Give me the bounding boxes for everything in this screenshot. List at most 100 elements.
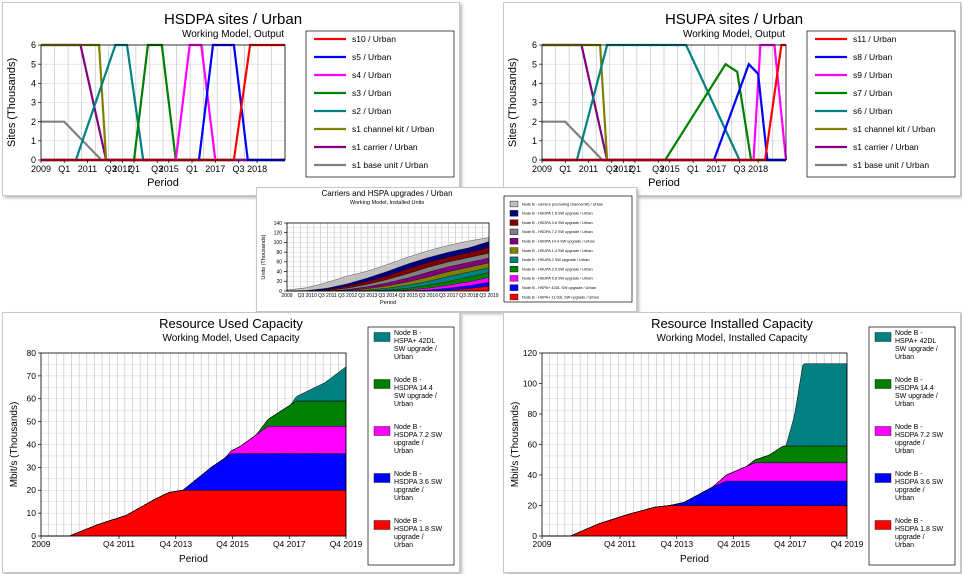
x-tick-label: Q3 2018 bbox=[459, 293, 478, 299]
y-tick-label: 60 bbox=[27, 394, 37, 404]
x-tick-label: 2012 bbox=[613, 164, 633, 174]
legend-label: Node B - HSPA+ 42DL SW upgrade / Urban bbox=[522, 286, 596, 290]
y-tick-label: 80 bbox=[276, 250, 282, 256]
y-axis-label: Sites (Thousands) bbox=[6, 58, 18, 147]
x-tick-label: 2009 bbox=[32, 539, 51, 549]
x-tick-label: 2015 bbox=[660, 164, 680, 174]
x-tick-label: Q4 2013 bbox=[660, 539, 693, 549]
x-axis-label: Period bbox=[179, 554, 208, 565]
chart-subtitle: Working Model, Used Capacity bbox=[162, 333, 299, 344]
legend-label-line: Node B - HSDPA 7.2 SW upgrade / Urban bbox=[522, 230, 593, 234]
y-axis-label: Mbit/s (Thousands) bbox=[9, 402, 20, 488]
legend-label: s10 / Urban bbox=[352, 34, 396, 44]
y-tick-label: 100 bbox=[523, 378, 537, 388]
y-tick-label: 1 bbox=[31, 136, 36, 146]
carriers-upgrades-panel: Carriers and HSPA upgrades / Urban Workin… bbox=[256, 187, 637, 312]
legend-label: s1 base unit / Urban bbox=[853, 160, 929, 170]
y-tick-label: 10 bbox=[27, 508, 37, 518]
x-tick-label: Q1 bbox=[559, 164, 571, 174]
plot-frame bbox=[286, 222, 490, 292]
x-tick-label: 2009 bbox=[533, 539, 552, 549]
legend-swatch bbox=[874, 426, 892, 436]
installed-capacity-chart: Resource Installed Capacity Working Model… bbox=[510, 316, 956, 566]
y-tick-label: 80 bbox=[528, 409, 538, 419]
x-axis-label: Period bbox=[147, 177, 179, 189]
legend-label: s8 / Urban bbox=[853, 52, 892, 62]
legend-label-line: HSDPA 7.2 SW bbox=[895, 432, 944, 439]
legend-label-line: Node B - HSDPA 5.8 SW upgrade / Urban bbox=[522, 277, 593, 281]
legend-label: Node B - HSDPA 7.2 SW upgrade / Urban bbox=[522, 230, 593, 234]
legend-box bbox=[503, 195, 633, 303]
y-tick-label: 40 bbox=[276, 269, 282, 275]
legend-label: Node B -HSDPA 1.8 SW upgrade / Urban bbox=[895, 518, 944, 549]
legend-label-line: SW upgrade / bbox=[895, 393, 938, 400]
x-tick-label: Q1 bbox=[58, 164, 70, 174]
legend-swatch bbox=[874, 520, 892, 530]
legend-swatch bbox=[373, 426, 391, 436]
legend-label: s5 / Urban bbox=[352, 52, 391, 62]
legend-label: s1 base unit / Urban bbox=[352, 160, 428, 170]
chart-title: HSDPA sites / Urban bbox=[164, 11, 302, 28]
x-tick-label: Q3 2019 bbox=[479, 293, 498, 299]
y-tick-label: 1 bbox=[532, 136, 537, 146]
x-tick-label: Q1 bbox=[186, 164, 198, 174]
used-capacity-chart: Resource Used Capacity Working Model, Use… bbox=[9, 316, 455, 566]
x-tick-label: Q4 2015 bbox=[717, 539, 750, 549]
y-tick-label: 30 bbox=[27, 462, 37, 472]
legend-swatch bbox=[373, 332, 391, 342]
y-tick-label: 0 bbox=[532, 531, 537, 541]
legend-label-line: Node B - HSPA+ 42DL SW upgrade / Urban bbox=[522, 286, 596, 290]
y-tick-label: 50 bbox=[27, 417, 37, 427]
y-axis-label: Units (Thousands) bbox=[261, 234, 267, 279]
x-axis-label: Period bbox=[680, 554, 709, 565]
legend-label: s7 / Urban bbox=[853, 88, 892, 98]
legend-label: Node B - HSPA+ 11.0UL SW upgrade / Urban bbox=[522, 295, 599, 299]
legend-swatch bbox=[509, 275, 519, 282]
legend-label-line: HSPA+ 42DL bbox=[895, 338, 936, 345]
legend-label: s4 / Urban bbox=[352, 70, 391, 80]
x-tick-label: Q1 bbox=[687, 164, 699, 174]
legend-label: Node B - HSDPA 5.8 SW upgrade / Urban bbox=[522, 277, 593, 281]
x-tick-label: 2017 bbox=[706, 164, 726, 174]
legend-label: Node B -HSDPA 14.4 SW upgrade / Urban bbox=[895, 377, 938, 408]
y-tick-label: 3 bbox=[31, 98, 36, 108]
x-tick-label: 2011 bbox=[78, 164, 97, 174]
legend-label: Node B - HSDPA 1.8 SW upgrade / Urban bbox=[522, 212, 593, 216]
legend-swatch bbox=[373, 379, 391, 389]
legend-label: Node B - carriers (excluding channel kit… bbox=[522, 202, 603, 206]
legend-label: Node B -HSDPA 3.6 SW upgrade / Urban bbox=[394, 471, 443, 502]
y-tick-label: 120 bbox=[523, 348, 537, 358]
y-tick-label: 20 bbox=[27, 485, 37, 495]
x-tick-label: Q3 2011 bbox=[318, 293, 337, 299]
legend-swatch bbox=[509, 210, 519, 217]
legend-label-line: Urban bbox=[895, 401, 914, 408]
y-tick-label: 2 bbox=[31, 117, 36, 127]
x-axis-label: Period bbox=[648, 177, 680, 189]
x-tick-label: Q3 2015 bbox=[399, 293, 418, 299]
x-tick-label: 2009 bbox=[31, 164, 51, 174]
x-tick-label: Q4 2017 bbox=[774, 539, 807, 549]
y-tick-label: 40 bbox=[528, 470, 538, 480]
legend-swatch bbox=[509, 219, 519, 226]
legend-label-line: Node B - bbox=[394, 518, 422, 525]
x-tick-label: Q4 2013 bbox=[159, 539, 192, 549]
x-tick-label: 2015 bbox=[159, 164, 179, 174]
chart-subtitle: Working Model, Output bbox=[683, 29, 785, 40]
chart-subtitle: Working Model, Installed Capacity bbox=[657, 333, 808, 344]
legend-label-line: Node B - bbox=[394, 424, 422, 431]
x-tick-label: Q4 2019 bbox=[831, 539, 864, 549]
x-tick-label: Q3 2016 bbox=[419, 293, 438, 299]
legend-label-line: HSDPA 1.8 SW bbox=[394, 526, 443, 533]
legend-label-line: Node B - bbox=[394, 377, 422, 384]
legend-label-line: HSDPA 14.4 bbox=[895, 385, 934, 392]
x-tick-label: 2009 bbox=[532, 164, 552, 174]
x-tick-label: Q4 2019 bbox=[330, 539, 363, 549]
legend-swatch bbox=[373, 520, 391, 530]
y-tick-label: 6 bbox=[532, 40, 537, 50]
x-tick-label: Q3 bbox=[233, 164, 245, 174]
chart-subtitle: Working Model, Output bbox=[182, 29, 284, 40]
legend-label-line: Node B - carriers (excluding channel kit… bbox=[522, 202, 603, 206]
legend-label: Node B -HSDPA 7.2 SW upgrade / Urban bbox=[895, 424, 944, 455]
